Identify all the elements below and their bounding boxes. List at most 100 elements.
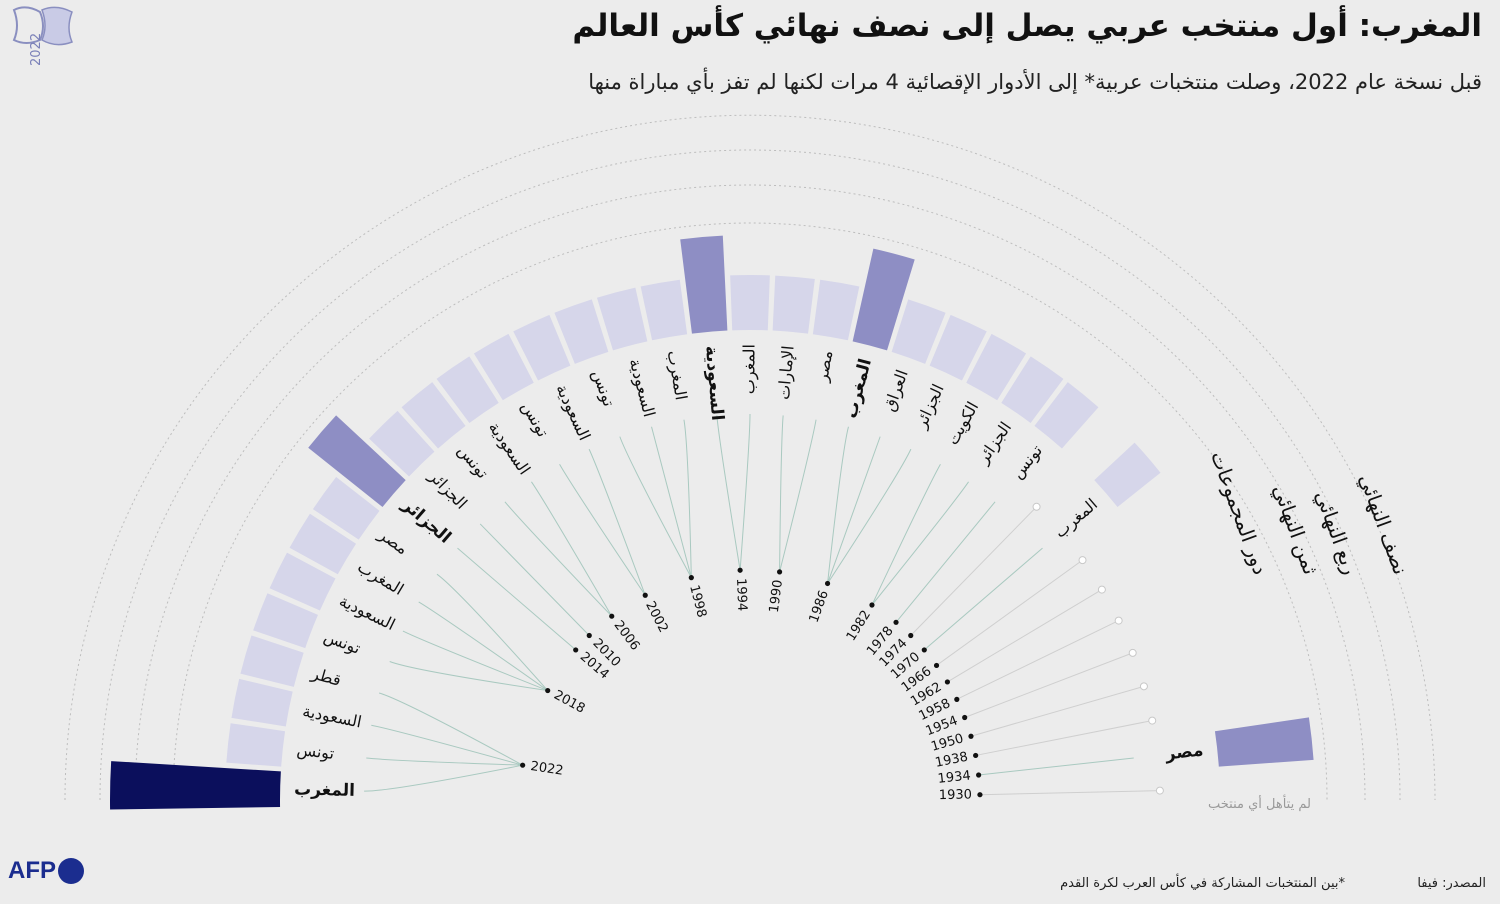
- team-bar: [312, 476, 380, 540]
- team-bar: [513, 314, 571, 381]
- team-label: المغرب: [663, 349, 691, 402]
- year-dot: [642, 592, 648, 598]
- stage-arc: [134, 184, 1366, 801]
- leader-line: [683, 419, 692, 578]
- year-label: 1930: [939, 787, 972, 803]
- team-bar: [226, 723, 286, 767]
- team-label: مصر: [374, 524, 412, 559]
- team-bar: [1001, 356, 1064, 423]
- team-bar: [730, 275, 770, 331]
- year-dot: [869, 602, 875, 608]
- leader-line: [588, 448, 646, 596]
- year-dot: [893, 619, 899, 625]
- team-label: المغرب: [294, 780, 355, 801]
- leader-line: [739, 413, 751, 571]
- leader-line: [559, 463, 646, 596]
- team-label: تونس: [296, 740, 336, 764]
- stage-label: نصف النهائي: [1353, 471, 1412, 578]
- team-label: السعودية: [624, 356, 659, 419]
- year-dot: [586, 632, 592, 639]
- no-team-marker: [1139, 682, 1148, 691]
- team-bar: [1214, 717, 1314, 767]
- team-label: تونس: [587, 367, 619, 409]
- year-label: 2022: [529, 759, 564, 779]
- afp-logo: AFP: [8, 856, 84, 886]
- leader-line: [716, 415, 741, 571]
- no-team-line: [979, 790, 1160, 796]
- year-dot: [776, 569, 783, 575]
- team-label: السعودية: [336, 591, 398, 635]
- leader-line: [366, 757, 523, 766]
- year-dot: [908, 632, 914, 639]
- year-dot: [962, 714, 968, 721]
- team-label: المغرب: [841, 357, 876, 421]
- year-label: 1998: [686, 583, 709, 619]
- team-label: مصر: [1164, 740, 1205, 764]
- year-dot: [609, 613, 615, 619]
- chart-subtitle: قبل نسخة عام 2022، وصلت منتخبات عربية* إ…: [588, 70, 1482, 94]
- team-bar: [231, 678, 293, 727]
- team-bar: [852, 248, 915, 351]
- afp-dot-icon: [58, 858, 84, 884]
- year-dot: [545, 687, 551, 694]
- team-bar: [289, 513, 357, 575]
- no-team-line: [947, 589, 1103, 683]
- no-team-line: [936, 559, 1083, 666]
- team-bar: [369, 410, 435, 477]
- team-bar: [1094, 442, 1161, 508]
- team-bar: [640, 279, 688, 341]
- year-dot: [737, 567, 743, 573]
- stage-arc: [64, 114, 1436, 801]
- team-bar: [554, 299, 609, 364]
- year-dot: [573, 647, 579, 653]
- team-bar: [240, 635, 304, 687]
- leader-line: [827, 448, 912, 584]
- year-label: 2002: [642, 599, 670, 635]
- year-label: 2018: [551, 688, 587, 717]
- stage-arc: [172, 222, 1328, 801]
- year-label: 1938: [934, 750, 969, 771]
- team-bar: [308, 415, 406, 508]
- team-label: الإمارات: [774, 345, 799, 401]
- team-label: السعودية: [301, 701, 363, 732]
- team-bar: [269, 552, 336, 611]
- leader-line: [436, 573, 549, 691]
- team-bar: [473, 333, 534, 401]
- team-bar: [253, 593, 318, 649]
- team-label: الجزائر: [911, 381, 949, 432]
- team-bar: [436, 356, 499, 423]
- year-dot: [977, 792, 983, 798]
- leader-line: [827, 426, 849, 584]
- team-label: المغرب: [354, 557, 407, 600]
- leader-line: [389, 661, 548, 692]
- stage-arc: [99, 149, 1401, 801]
- team-bar: [401, 382, 466, 449]
- qatar-2022-logo-icon: 2022: [12, 6, 73, 66]
- team-bar: [1034, 382, 1099, 449]
- footnote: *بين المنتخبات المشاركة في كأس العرب لكر…: [1060, 876, 1345, 891]
- leader-line: [418, 601, 548, 691]
- team-bar: [110, 761, 281, 810]
- no-team-line: [910, 506, 1037, 636]
- leader-line: [402, 630, 548, 692]
- source-note: المصدر: فيفا: [1417, 876, 1486, 891]
- leader-line: [504, 501, 613, 617]
- team-label: الكويت: [943, 398, 983, 448]
- team-bar: [680, 235, 728, 334]
- year-label: 1986: [807, 588, 832, 624]
- chart-title: المغرب: أول منتخب عربي يصل إلى نصف نهائي…: [572, 8, 1482, 44]
- no-team-marker: [1032, 502, 1041, 511]
- leader-line: [923, 547, 1043, 651]
- year-dot: [944, 679, 950, 685]
- year-label: 1990: [767, 579, 786, 614]
- team-label: مصر: [812, 349, 837, 384]
- team-label: تونس: [1008, 441, 1047, 483]
- no-team-line: [956, 620, 1119, 700]
- leader-line: [531, 481, 613, 617]
- team-bar: [596, 287, 648, 351]
- no-team-marker: [1078, 556, 1087, 565]
- leader-line: [457, 547, 577, 651]
- leader-line: [779, 415, 784, 572]
- logo-year-text: 2022: [29, 33, 44, 66]
